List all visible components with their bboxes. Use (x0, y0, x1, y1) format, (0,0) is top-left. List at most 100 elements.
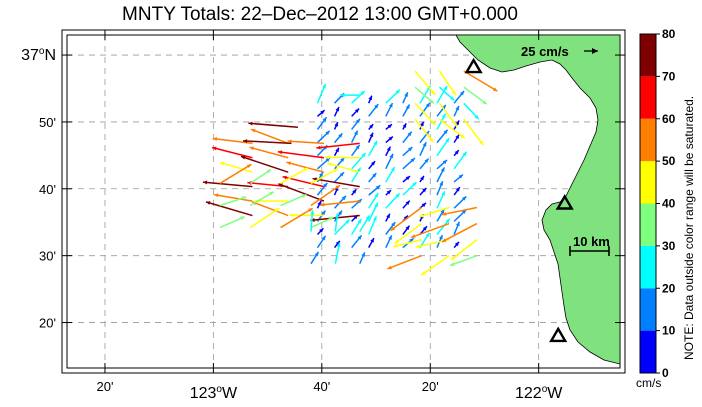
current-vector (453, 195, 467, 209)
current-vector (351, 188, 357, 196)
current-vector (438, 70, 457, 96)
current-vector (368, 160, 376, 170)
current-vector (439, 118, 466, 139)
current-vector (219, 163, 252, 185)
current-vector (316, 116, 328, 130)
scale-arrow-head (592, 48, 598, 54)
current-vector (286, 161, 325, 173)
current-vector (368, 192, 379, 209)
current-vector (211, 146, 253, 159)
lon-label: 122oW (515, 384, 563, 402)
current-vector (385, 123, 393, 131)
colorbar-tick-label: 50 (662, 154, 676, 168)
current-vector (280, 193, 307, 207)
current-vector (316, 130, 331, 144)
current-vector (419, 175, 425, 183)
map-title: MNTY Totals: 22–Dec–2012 13:00 GMT+0.000 (122, 4, 518, 25)
current-vector (436, 167, 446, 183)
scale-bar-label: 10 km (573, 234, 610, 249)
colorbar-segment (640, 34, 656, 77)
current-vector (333, 132, 343, 144)
current-vector (385, 146, 392, 157)
current-vector (385, 135, 394, 144)
current-vector (316, 83, 327, 104)
current-vector (316, 182, 328, 196)
lat-label: 30' (39, 249, 56, 264)
current-vector (310, 184, 341, 207)
lon-label: 20' (422, 379, 439, 394)
current-vector (212, 137, 253, 145)
current-vector (438, 86, 455, 102)
current-vector (419, 206, 450, 218)
current-vector (438, 102, 458, 128)
current-vector (310, 251, 320, 265)
current-vector (385, 102, 394, 117)
current-vector (453, 134, 460, 143)
current-vector (333, 157, 345, 170)
colorbar-unit: cm/s (636, 376, 661, 390)
current-vector (420, 255, 450, 276)
colorbar-tick-label: 0 (662, 366, 669, 380)
colorbar-tick-label: 60 (662, 112, 676, 126)
current-vector (350, 130, 359, 143)
current-vector (316, 109, 326, 117)
current-vector (249, 168, 272, 185)
current-vector (368, 103, 379, 117)
current-vector (385, 235, 393, 248)
current-vector (359, 252, 366, 264)
current-vector (359, 215, 371, 232)
current-vector (436, 218, 451, 235)
current-vector (368, 172, 377, 183)
current-vector (350, 167, 362, 183)
current-vector (453, 186, 461, 196)
current-vector (436, 190, 446, 209)
colorbar-segment (640, 118, 656, 162)
current-vector (249, 207, 280, 229)
current-vector (385, 166, 396, 183)
current-vector (453, 90, 465, 104)
colorbar-tick-label: 20 (662, 281, 676, 295)
current-vector (280, 167, 309, 185)
current-vector (385, 221, 396, 235)
current-vector (351, 144, 361, 157)
current-vector (453, 221, 461, 235)
current-vector (385, 153, 394, 170)
colorbar-segment (640, 161, 656, 204)
current-vector (334, 242, 341, 264)
current-vector (316, 142, 360, 150)
current-vector (340, 93, 360, 98)
current-vector (402, 200, 411, 209)
current-vector (436, 104, 447, 117)
current-vector (351, 90, 366, 104)
current-vector (436, 137, 450, 157)
current-vector (441, 222, 478, 243)
current-vector (414, 86, 435, 104)
current-vector (436, 159, 448, 170)
colorbar-tick-label: 40 (662, 197, 676, 211)
lat-label: 50' (39, 115, 56, 130)
current-vector (219, 161, 253, 173)
current-vector (463, 118, 484, 146)
current-vector (316, 200, 322, 209)
current-vector (219, 196, 247, 207)
current-vector (449, 254, 478, 267)
radar-sites (464, 57, 574, 343)
current-vector (436, 180, 444, 196)
plot-area (61, 29, 626, 374)
current-vector (240, 155, 289, 173)
current-vector (334, 195, 347, 209)
current-vector (402, 181, 417, 196)
current-vector (214, 193, 253, 202)
current-vector (368, 202, 379, 222)
current-vector (385, 213, 391, 222)
colorbar-tick-label: 70 (662, 69, 676, 83)
current-vector (351, 108, 360, 117)
lon-label: 40' (313, 379, 330, 394)
current-vector (402, 131, 413, 144)
current-vector (325, 155, 360, 160)
colorbar-segment (640, 76, 656, 119)
current-vector (387, 254, 422, 270)
lat-label: 37oN (21, 46, 56, 64)
colorbar: 0 10 20 30 40 50 60 70 80 (639, 27, 676, 380)
